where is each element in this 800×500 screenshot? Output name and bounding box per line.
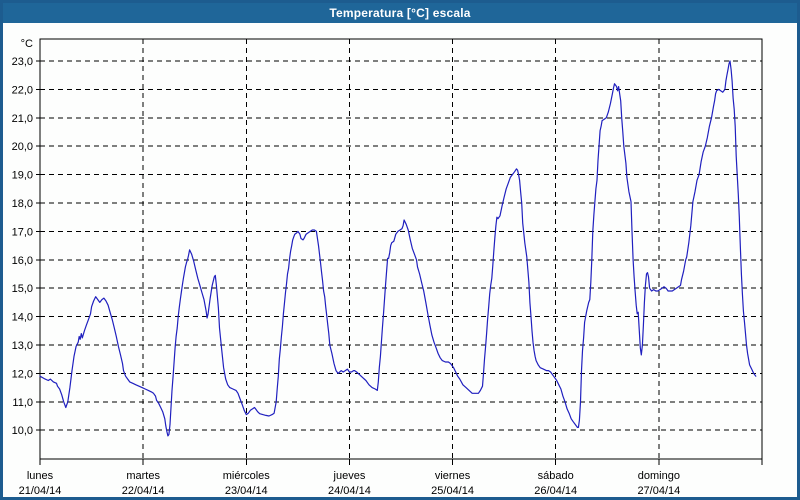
- x-day-label: martes: [126, 470, 160, 482]
- y-tick-label: 22,0: [12, 84, 33, 96]
- x-day-label: domingo: [638, 470, 680, 482]
- y-tick-label: 10,0: [12, 425, 33, 437]
- x-date-label: 24/04/14: [328, 485, 371, 497]
- y-tick-label: 19,0: [12, 170, 33, 182]
- y-tick-label: 13,0: [12, 340, 33, 352]
- x-day-label: lunes: [27, 470, 54, 482]
- title-bar[interactable]: Temperatura [°C] escala: [3, 3, 797, 23]
- x-day-label: viernes: [435, 470, 471, 482]
- chart-area: 23,0 22,0 21,0 20,0 19,0 18,0 17,0 16,0 15,0 14,0…: [3, 23, 797, 497]
- y-tick-label: 17,0: [12, 226, 33, 238]
- y-tick-label: 15,0: [12, 283, 33, 295]
- y-tick-label: 14,0: [12, 312, 33, 324]
- x-day-label: miércoles: [223, 470, 271, 482]
- y-axis-unit-label: °C: [21, 38, 33, 50]
- window-title: Temperatura [°C] escala: [329, 6, 471, 20]
- temperature-line: [39, 60, 757, 437]
- x-day-label: sábado: [538, 470, 574, 482]
- y-tick-label: 16,0: [12, 255, 33, 267]
- temperature-chart: 23,0 22,0 21,0 20,0 19,0 18,0 17,0 16,0 15,0 14,0…: [12, 38, 763, 497]
- x-date-label: 27/04/14: [637, 485, 680, 497]
- plot-frame: [39, 38, 763, 460]
- y-tick-label: 20,0: [12, 141, 33, 153]
- x-date-label: 21/04/14: [19, 485, 62, 497]
- x-date-label: 26/04/14: [534, 485, 577, 497]
- y-tick-label: 23,0: [12, 56, 33, 68]
- y-tick-label: 12,0: [12, 368, 33, 380]
- x-date-label: 23/04/14: [225, 485, 268, 497]
- plot-background: [40, 39, 762, 459]
- x-date-label: 22/04/14: [122, 485, 165, 497]
- y-tick-label: 21,0: [12, 113, 33, 125]
- x-date-label: 25/04/14: [431, 485, 474, 497]
- x-day-label: jueves: [333, 470, 366, 482]
- y-tick-label: 18,0: [12, 198, 33, 210]
- y-tick-label: 11,0: [12, 397, 33, 409]
